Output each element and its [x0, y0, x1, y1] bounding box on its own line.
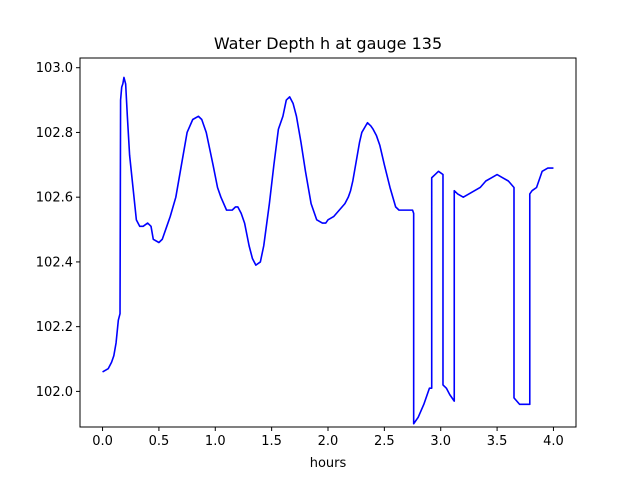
y-axis: 102.0 102.2 102.4 102.6 102.8 103.0: [36, 61, 80, 400]
x-axis: 0.0 0.5 1.0 1.5 2.0 2.5 3.0 3.5 4.0: [92, 427, 564, 449]
series-line: [102, 76, 554, 425]
plot-area: [102, 76, 554, 425]
y-tick-label: 102.6: [36, 191, 73, 206]
x-tick-label: 1.5: [261, 434, 282, 449]
x-tick-label: 0.5: [149, 434, 170, 449]
chart-title: Water Depth h at gauge 135: [214, 34, 442, 53]
x-tick-label: 1.0: [205, 434, 226, 449]
y-tick-label: 102.4: [36, 255, 73, 270]
x-tick-label: 2.5: [374, 434, 395, 449]
y-tick-label: 102.2: [36, 320, 73, 335]
x-tick-label: 2.0: [318, 434, 339, 449]
x-tick-label: 4.0: [543, 434, 564, 449]
y-tick-label: 103.0: [36, 61, 73, 76]
x-tick-label: 0.0: [92, 434, 113, 449]
x-tick-label: 3.5: [487, 434, 508, 449]
y-tick-label: 102.0: [36, 385, 73, 400]
y-tick-label: 102.8: [36, 126, 73, 141]
axes-frame: [79, 57, 577, 428]
x-tick-label: 3.0: [430, 434, 451, 449]
x-axis-label: hours: [310, 456, 347, 471]
